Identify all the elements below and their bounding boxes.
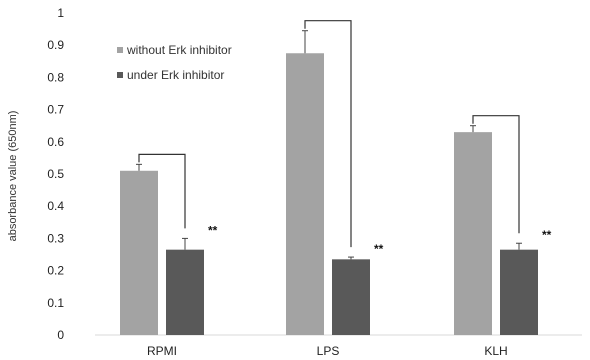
y-tick-label: 0	[57, 328, 64, 342]
significance-bracket	[472, 115, 520, 234]
y-tick-label: 0.3	[47, 231, 64, 245]
legend-swatch	[117, 47, 123, 53]
y-tick-label: 1	[57, 6, 64, 20]
y-tick-label: 0.5	[47, 167, 64, 181]
x-category-label: LPS	[317, 344, 340, 358]
y-tick-label: 0.2	[47, 264, 64, 278]
significance-marker: **	[374, 242, 384, 256]
y-tick-label: 0.8	[47, 70, 64, 84]
bar-with-inhibitor-lps	[332, 259, 370, 335]
legend-swatch	[117, 72, 123, 78]
significance-bracket	[304, 20, 352, 248]
y-tick-label: 0.7	[47, 103, 64, 117]
y-tick-label: 0.9	[47, 38, 64, 52]
bar-without-inhibitor-rpmi	[120, 170, 158, 335]
significance-marker: **	[208, 223, 218, 237]
significance-marker: **	[542, 228, 552, 242]
legend: without Erk inhibitor under Erk inhibitor	[117, 43, 232, 82]
x-category-label: RPMI	[147, 344, 177, 358]
bar-without-inhibitor-lps	[286, 53, 324, 335]
legend-label: under Erk inhibitor	[127, 68, 224, 82]
significance-bracket	[138, 153, 186, 229]
legend-label: without Erk inhibitor	[126, 43, 232, 57]
x-category-label: KLH	[484, 344, 507, 358]
y-tick-label: 0.4	[47, 199, 64, 213]
bar-with-inhibitor-rpmi	[166, 249, 204, 335]
y-axis-title: absorbance value (650nm)	[7, 111, 19, 242]
y-tick-label: 0.1	[47, 296, 64, 310]
y-tick-label: 0.6	[47, 135, 64, 149]
bar-with-inhibitor-klh	[500, 249, 538, 335]
labels: 0 0.1 0.2 0.3 0.4 0.5 0.6 0.7 0.8 0.9 1 ** RPMI ** LPS…	[47, 6, 551, 358]
bars	[120, 20, 538, 335]
bar-without-inhibitor-klh	[454, 132, 492, 335]
